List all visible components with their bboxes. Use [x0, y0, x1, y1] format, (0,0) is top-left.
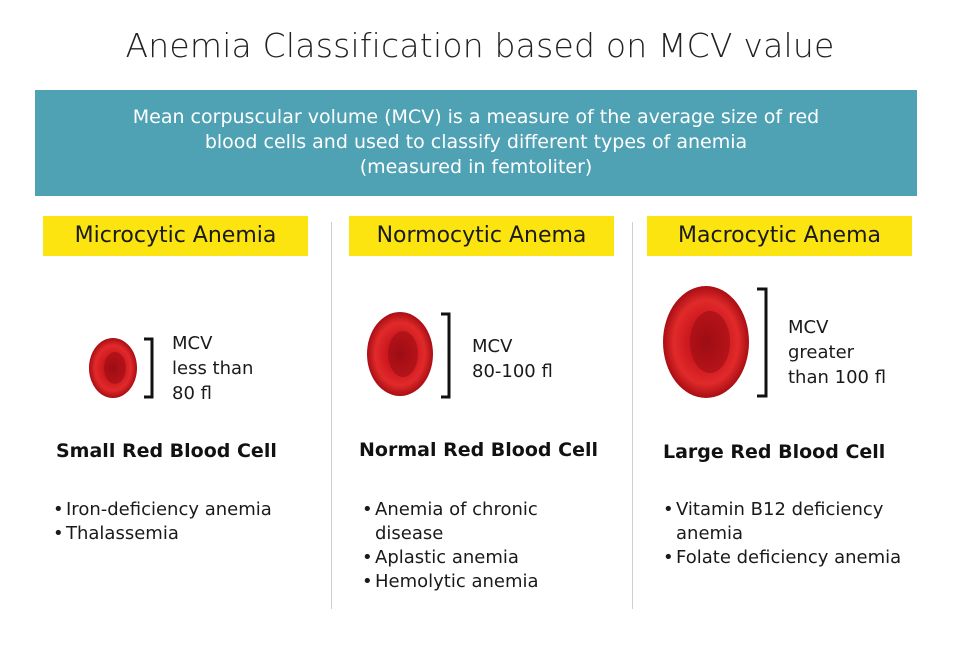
mcv-range: MCV 80-100 fl	[472, 334, 553, 384]
mcv-line: MCV	[788, 317, 829, 338]
red-blood-cell	[663, 286, 749, 398]
banner-line: (measured in femtoliter)	[359, 156, 593, 178]
example: Hemolytic anemia	[362, 570, 562, 594]
example: Folate deficiency anemia	[663, 546, 925, 570]
mcv-line: than 100 fl	[788, 367, 887, 388]
mcv-range: MCV less than 80 fl	[172, 331, 253, 406]
example: Anemia of chronic disease	[362, 498, 562, 546]
example-list: Vitamin B12 deficiency anemia Folate def…	[663, 498, 925, 570]
red-blood-cell	[89, 338, 137, 398]
mcv-line: MCV	[472, 336, 513, 357]
cell-label: Normal Red Blood Cell	[359, 439, 598, 461]
banner-line: Mean corpuscular volume (MCV) is a measu…	[132, 106, 820, 128]
brackets	[144, 287, 768, 399]
column-header: Microcytic Anemia	[43, 216, 308, 256]
example-list: Iron-deficiency anemia Thalassemia	[53, 498, 313, 546]
mcv-range: MCV greater than 100 fl	[788, 315, 886, 390]
mcv-line: 80-100 fl	[472, 361, 553, 382]
column-header: Normocytic Anema	[349, 216, 614, 256]
mcv-line: MCV	[172, 333, 213, 354]
cell-label: Small Red Blood Cell	[56, 440, 277, 462]
banner-line: blood cells and used to classify differe…	[204, 131, 748, 153]
example: Aplastic anemia	[362, 546, 562, 570]
example: Vitamin B12 deficiency anemia	[663, 498, 925, 546]
divider	[331, 222, 332, 609]
column-header: Macrocytic Anema	[647, 216, 912, 256]
divider	[632, 222, 633, 609]
example-list: Anemia of chronic disease Aplastic anemi…	[362, 498, 562, 594]
red-blood-cell	[367, 312, 433, 396]
example: Thalassemia	[53, 522, 313, 546]
mcv-line: greater	[788, 342, 855, 363]
mcv-line: less than	[172, 358, 254, 379]
mcv-line: 80 fl	[172, 383, 212, 404]
cell-label: Large Red Blood Cell	[663, 441, 886, 463]
banner: Mean corpuscular volume (MCV) is a measu…	[35, 90, 917, 196]
example: Iron-deficiency anemia	[53, 498, 313, 522]
title: Anemia Classification based on MCV value	[125, 26, 835, 65]
